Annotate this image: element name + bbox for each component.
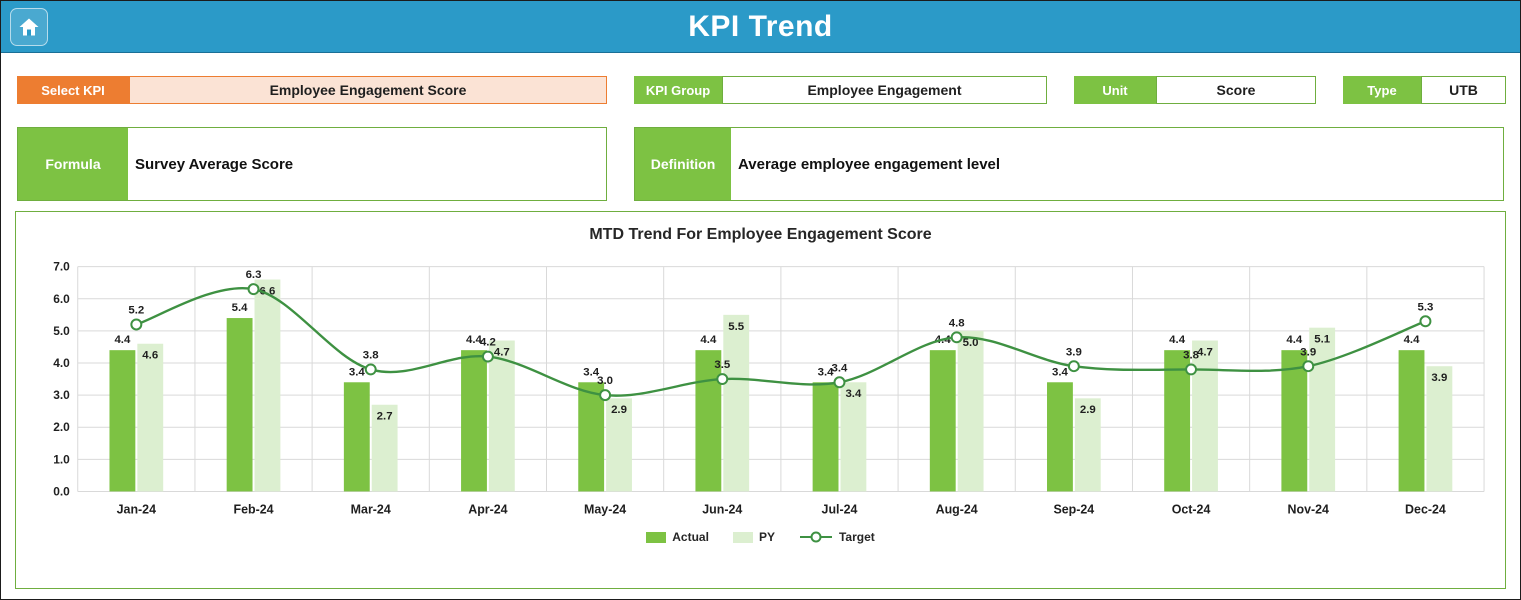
svg-text:3.5: 3.5 [714, 359, 731, 371]
svg-text:6.3: 6.3 [245, 269, 261, 281]
svg-text:4.0: 4.0 [53, 356, 70, 370]
svg-text:3.4: 3.4 [845, 388, 862, 400]
formula-value: Survey Average Score [135, 155, 294, 173]
select-kpi-field: Select KPI Employee Engagement Score [17, 76, 607, 104]
svg-text:4.2: 4.2 [479, 337, 495, 349]
legend-label-py: PY [758, 530, 775, 544]
svg-text:4.6: 4.6 [142, 350, 158, 362]
svg-text:4.4: 4.4 [1169, 334, 1186, 346]
svg-text:3.4: 3.4 [348, 366, 365, 378]
svg-text:4.7: 4.7 [493, 346, 509, 358]
svg-text:Nov-24: Nov-24 [1287, 502, 1329, 516]
legend-label-target: Target [838, 530, 875, 544]
svg-text:Mar-24: Mar-24 [350, 502, 390, 516]
svg-text:5.0: 5.0 [53, 324, 70, 338]
svg-text:May-24: May-24 [584, 502, 626, 516]
svg-text:6.0: 6.0 [53, 292, 70, 306]
svg-text:5.1: 5.1 [1314, 334, 1331, 346]
legend-item-target: Target [799, 530, 875, 544]
svg-text:7.0: 7.0 [53, 260, 70, 274]
svg-text:3.8: 3.8 [1183, 349, 1199, 361]
home-icon [19, 18, 39, 36]
svg-text:Aug-24: Aug-24 [935, 502, 977, 516]
kpi-group-field: KPI Group Employee Engagement [634, 76, 1047, 104]
details-row: Formula Survey Average Score Definition … [1, 127, 1520, 201]
svg-text:3.4: 3.4 [583, 366, 600, 378]
svg-text:Jun-24: Jun-24 [702, 502, 742, 516]
svg-text:0.0: 0.0 [53, 484, 70, 498]
chart-legend: Actual PY Target [16, 530, 1505, 544]
svg-text:3.0: 3.0 [53, 388, 70, 402]
svg-text:3.4: 3.4 [817, 366, 834, 378]
kpi-group-label: KPI Group [634, 76, 722, 104]
legend-label-actual: Actual [672, 530, 709, 544]
svg-text:Dec-24: Dec-24 [1405, 502, 1446, 516]
svg-text:5.0: 5.0 [962, 337, 978, 349]
svg-text:2.9: 2.9 [611, 404, 627, 416]
svg-text:5.4: 5.4 [231, 302, 248, 314]
svg-text:Apr-24: Apr-24 [468, 502, 507, 516]
trend-chart: 0.0 1.0 2.0 3.0 4.0 5.0 6.0 7.0 4.4 4.6 Jan-24 5.4 6… [53, 260, 1485, 516]
filters-row: Select KPI Employee Engagement Score KPI… [1, 76, 1520, 104]
definition-box: Definition Average employee engagement l… [634, 127, 1504, 201]
svg-text:3.9: 3.9 [1431, 372, 1447, 384]
legend-item-actual: Actual [646, 530, 709, 544]
legend-swatch-actual [646, 531, 667, 543]
formula-box: Formula Survey Average Score [17, 127, 607, 201]
svg-text:Jul-24: Jul-24 [821, 502, 857, 516]
svg-text:3.4: 3.4 [831, 362, 848, 374]
svg-text:Sep-24: Sep-24 [1053, 502, 1094, 516]
legend-target-marker-icon [799, 531, 832, 543]
svg-text:Feb-24: Feb-24 [233, 502, 273, 516]
svg-text:5.5: 5.5 [728, 321, 745, 333]
app-header: KPI Trend [1, 1, 1520, 53]
svg-text:Jan-24: Jan-24 [116, 502, 155, 516]
svg-text:5.2: 5.2 [128, 305, 144, 317]
svg-text:6.6: 6.6 [259, 285, 275, 297]
unit-field: Unit Score [1074, 76, 1316, 104]
type-label: Type [1343, 76, 1421, 104]
svg-text:2.9: 2.9 [1079, 404, 1095, 416]
unit-value: Score [1156, 76, 1316, 104]
svg-text:1.0: 1.0 [53, 452, 70, 466]
select-kpi-value[interactable]: Employee Engagement Score [129, 76, 607, 104]
definition-label: Definition [635, 128, 731, 200]
type-field: Type UTB [1343, 76, 1506, 104]
legend-item-py: PY [732, 530, 775, 544]
chart-title: MTD Trend For Employee Engagement Score [589, 226, 932, 243]
select-kpi-label: Select KPI [17, 76, 129, 104]
svg-text:4.4: 4.4 [700, 334, 717, 346]
svg-text:4.7: 4.7 [1197, 346, 1213, 358]
svg-text:Oct-24: Oct-24 [1171, 502, 1210, 516]
type-value: UTB [1421, 76, 1506, 104]
svg-text:4.4: 4.4 [1403, 334, 1420, 346]
svg-text:4.8: 4.8 [948, 317, 964, 329]
svg-text:3.0: 3.0 [597, 375, 613, 387]
kpi-group-value: Employee Engagement [722, 76, 1047, 104]
svg-text:3.4: 3.4 [1052, 366, 1069, 378]
svg-text:4.4: 4.4 [1286, 334, 1303, 346]
definition-value: Average employee engagement level [738, 155, 1001, 173]
svg-text:2.0: 2.0 [53, 420, 70, 434]
page-title: KPI Trend [688, 9, 833, 43]
svg-text:4.4: 4.4 [114, 334, 131, 346]
legend-swatch-py [732, 531, 753, 543]
formula-label: Formula [18, 128, 128, 200]
svg-text:4.4: 4.4 [466, 334, 483, 346]
svg-text:2.7: 2.7 [376, 411, 392, 423]
svg-text:3.8: 3.8 [362, 349, 378, 361]
svg-text:3.9: 3.9 [1065, 346, 1081, 358]
svg-text:5.3: 5.3 [1417, 301, 1433, 313]
chart-card: MTD Trend For Employee Engagement Score … [15, 211, 1506, 589]
svg-text:3.9: 3.9 [1300, 346, 1316, 358]
unit-label: Unit [1074, 76, 1156, 104]
home-button[interactable] [10, 8, 48, 46]
